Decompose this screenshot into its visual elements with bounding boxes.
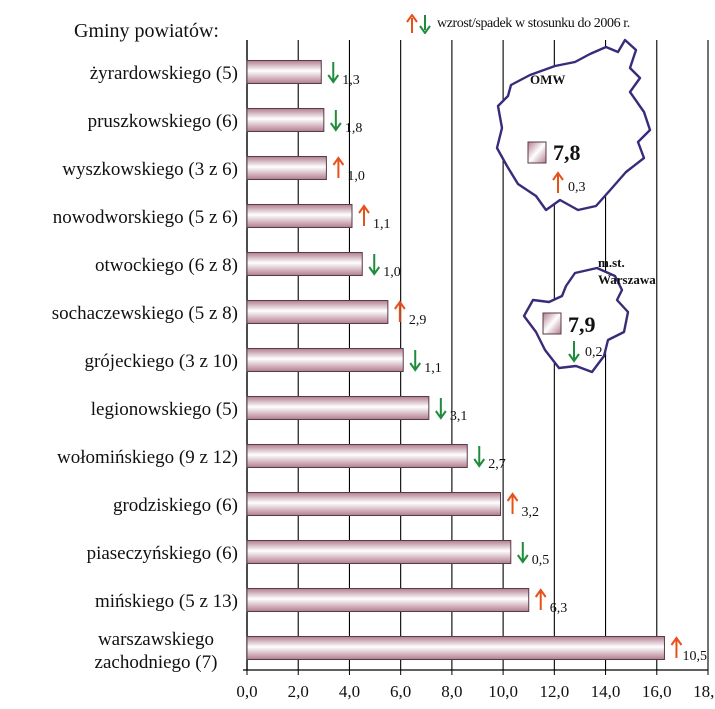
change-label: 6,3 — [550, 601, 568, 616]
inset-label: m.st. — [598, 255, 625, 270]
x-tick-label: 18,0 — [693, 682, 715, 701]
x-tick-label: 12,0 — [539, 682, 569, 701]
category-label: żyrardowskiego (5) — [90, 63, 238, 84]
category-label: zachodniego (7) — [95, 652, 218, 673]
bar — [246, 60, 322, 84]
inset-value-box — [542, 312, 562, 335]
bar — [246, 444, 468, 468]
change-label: 2,9 — [409, 313, 427, 328]
inset-change: 0,2 — [585, 345, 603, 360]
up-arrow-icon — [358, 204, 370, 226]
change-label: 1,1 — [373, 217, 391, 232]
change-label: 3,2 — [522, 505, 540, 520]
down-arrow-icon-head — [516, 554, 529, 564]
bar — [246, 396, 430, 420]
inset-label: OMW — [530, 72, 565, 87]
down-arrow-icon — [368, 254, 381, 276]
up-arrow-icon-head — [394, 300, 406, 310]
change-label: 0,5 — [532, 553, 550, 568]
category-label: wołomińskiego (9 z 12) — [57, 447, 238, 468]
bar — [246, 156, 327, 180]
change-label: 3,1 — [450, 409, 468, 424]
down-arrow-icon-head — [435, 410, 447, 420]
down-arrow-icon — [568, 341, 580, 363]
up-arrow-icon — [506, 492, 519, 514]
inset-value: 7,9 — [568, 312, 596, 337]
bar — [246, 636, 665, 660]
up-arrow-icon-head — [670, 636, 683, 646]
bar — [246, 204, 353, 228]
x-tick-label: 14,0 — [591, 682, 621, 701]
down-arrow-icon — [516, 542, 529, 564]
category-label: otwockiego (6 z 8) — [95, 255, 238, 276]
change-label: 2,7 — [488, 457, 506, 472]
x-tick-label: 6,0 — [390, 682, 411, 701]
category-label: piaseczyńskiego (6) — [87, 543, 238, 564]
inset-value: 7,8 — [553, 140, 581, 165]
change-label: 1,3 — [342, 73, 360, 88]
down-arrow-icon — [409, 350, 422, 372]
category-label: legionowskiego (5) — [91, 399, 238, 420]
x-tick-label: 16,0 — [642, 682, 672, 701]
up-arrow-icon-head — [358, 204, 370, 214]
up-arrow-icon — [534, 588, 547, 610]
category-label: wyszkowskiego (3 z 6) — [62, 159, 238, 180]
legend-up-arrow-icon — [406, 14, 418, 33]
up-arrow-icon-head — [534, 588, 547, 598]
x-tick-label: 2,0 — [288, 682, 309, 701]
category-label: nowodworskiego (5 z 6) — [53, 207, 238, 228]
down-arrow-icon-head — [568, 353, 580, 363]
x-tick-label: 8,0 — [441, 682, 462, 701]
category-label: grodziskiego (6) — [113, 495, 238, 516]
x-tick-label: 4,0 — [339, 682, 360, 701]
bar — [246, 108, 325, 132]
category-label: warszawskiego — [98, 629, 214, 650]
bar — [246, 252, 363, 276]
down-arrow-icon — [473, 446, 486, 468]
down-arrow-icon-head — [327, 74, 340, 84]
down-arrow-icon — [330, 110, 342, 132]
warszawa-map-outline — [522, 266, 630, 374]
up-arrow-icon-head — [552, 171, 564, 181]
bar — [246, 588, 530, 612]
category-label: sochaczewskiego (5 z 8) — [52, 303, 238, 324]
up-arrow-icon-head — [506, 492, 519, 502]
change-label: 1,0 — [347, 169, 365, 184]
legend: wzrost/spadek w stosunku do 2006 r. — [405, 14, 630, 34]
down-arrow-icon-head — [330, 122, 342, 132]
up-arrow-icon — [332, 156, 345, 178]
change-label: 1,1 — [424, 361, 442, 376]
bar — [246, 300, 389, 324]
legend-arrows — [406, 14, 431, 34]
chart-heading: Gminy powiatów: — [74, 20, 219, 42]
up-arrow-icon — [394, 300, 406, 322]
down-arrow-icon-head — [368, 266, 381, 276]
inset-label: Warszawa — [598, 272, 656, 287]
inset-value-box — [527, 141, 547, 164]
down-arrow-icon-head — [409, 362, 422, 372]
change-label: 1,0 — [383, 265, 401, 280]
change-label: 10,5 — [682, 649, 707, 664]
legend-down-arrow-icon — [419, 15, 431, 34]
x-tick-label: 10,0 — [488, 682, 518, 701]
change-label: 1,8 — [345, 121, 363, 136]
category-label: grójeckiego (3 z 10) — [84, 351, 238, 372]
inset-change: 0,3 — [568, 180, 586, 195]
down-arrow-icon-head — [473, 458, 486, 468]
bar — [246, 492, 502, 516]
category-label: pruszkowskiego (6) — [88, 111, 238, 132]
x-tick-label: 0,0 — [236, 682, 257, 701]
down-arrow-icon — [327, 62, 340, 84]
up-arrow-icon — [552, 171, 564, 193]
omw-map-outline — [495, 38, 652, 212]
legend-text: wzrost/spadek w stosunku do 2006 r. — [437, 16, 630, 31]
category-label: mińskiego (5 z 13) — [95, 591, 238, 612]
up-arrow-icon — [670, 636, 683, 658]
down-arrow-icon — [435, 398, 447, 420]
bar — [246, 348, 404, 372]
bar — [246, 540, 512, 564]
up-arrow-icon-head — [332, 156, 345, 166]
